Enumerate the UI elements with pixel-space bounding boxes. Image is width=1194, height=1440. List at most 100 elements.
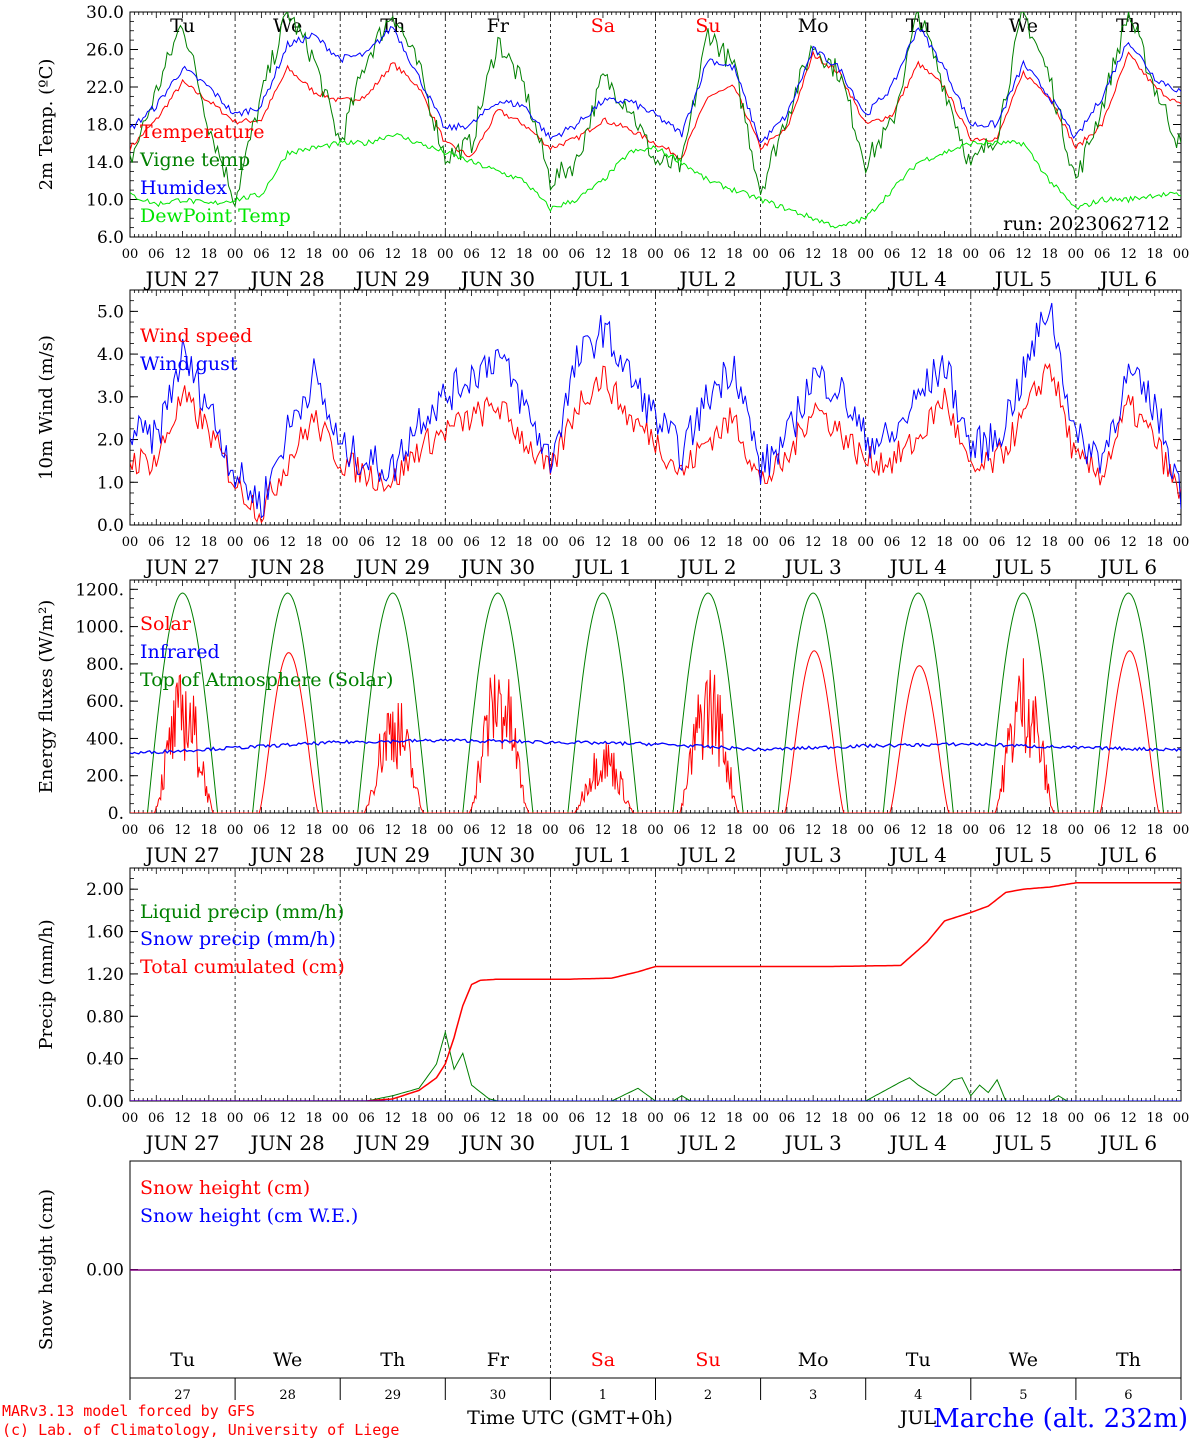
y-tick-label: 1200.: [75, 580, 124, 600]
day-name-label: We: [273, 1349, 302, 1371]
y-tick-label: 26.0: [86, 41, 124, 61]
hour-tick-label: 06: [463, 823, 480, 838]
day-name-label: Fr: [487, 15, 510, 37]
solar-line: [340, 702, 446, 813]
hour-tick-label: 06: [358, 1111, 375, 1126]
day-name-label: Fr: [487, 1349, 510, 1371]
hour-tick-label: 00: [647, 823, 664, 838]
date-label: JUL 3: [783, 843, 842, 867]
overlap-label: JUL: [898, 1407, 937, 1429]
hour-tick-label: 00: [227, 823, 244, 838]
hour-tick-label: 12: [384, 823, 401, 838]
hour-tick-label: 00: [437, 247, 454, 262]
toa-solar-arc: [130, 592, 236, 813]
hour-tick-label: 12: [279, 823, 296, 838]
solar-line: [970, 658, 1076, 813]
day-number-label: 2: [704, 1388, 712, 1403]
hour-tick-label: 18: [1041, 1111, 1058, 1126]
date-label: JUN 27: [143, 267, 219, 291]
date-label: JUL 6: [1098, 267, 1157, 291]
hour-tick-label: 12: [174, 535, 191, 550]
date-label: JUL 1: [572, 843, 631, 867]
hour-tick-label: 18: [411, 823, 428, 838]
series-line-total-cumulated-cm-: [130, 882, 1181, 1101]
y-tick-label: 1000.: [75, 618, 124, 638]
date-label: JUL 1: [572, 1131, 631, 1155]
hour-tick-label: 18: [1041, 247, 1058, 262]
y-tick-label: 10.0: [86, 191, 124, 211]
hour-tick-label: 00: [1068, 247, 1085, 262]
hour-tick-label: 18: [1041, 823, 1058, 838]
hour-tick-label: 18: [201, 535, 218, 550]
hour-tick-label: 00: [963, 247, 980, 262]
date-label: JUL 5: [993, 555, 1052, 579]
hour-tick-label: 12: [279, 535, 296, 550]
date-label: JUL 6: [1098, 1131, 1157, 1155]
hour-tick-label: 00: [542, 1111, 559, 1126]
panel-3: 0. 200. 400. 600. 800. 1000. 1200. Energy fluxe…: [36, 579, 1189, 867]
solar-line: [235, 652, 341, 813]
hour-tick-label: 06: [884, 247, 901, 262]
legend-entry: Top of Atmosphere (Solar): [140, 669, 393, 691]
hour-tick-label: 12: [700, 247, 717, 262]
hour-tick-label: 12: [384, 1111, 401, 1126]
hour-tick-label: 12: [805, 1111, 822, 1126]
hour-tick-label: 12: [595, 823, 612, 838]
date-label: JUL 3: [783, 555, 842, 579]
hour-tick-label: 18: [516, 823, 533, 838]
hour-tick-label: 00: [437, 823, 454, 838]
day-name-label: Su: [695, 1349, 720, 1371]
hour-tick-label: 06: [989, 247, 1006, 262]
hour-tick-label: 00: [227, 247, 244, 262]
hour-tick-label: 00: [1173, 247, 1190, 262]
hour-tick-label: 06: [358, 247, 375, 262]
station-label: Marche (alt. 232m): [933, 1404, 1188, 1434]
day-name-label: Sa: [591, 15, 615, 37]
hour-tick-label: 12: [490, 1111, 507, 1126]
legend-entry: Infrared: [140, 641, 220, 663]
day-name-label: We: [1009, 1349, 1038, 1371]
y-tick-label: 0.: [108, 804, 124, 824]
hour-tick-label: 00: [1068, 535, 1085, 550]
hour-tick-label: 06: [253, 535, 270, 550]
legend-entry: Temperature: [140, 121, 264, 143]
solar-line: [130, 674, 236, 813]
hour-tick-label: 06: [148, 535, 165, 550]
hour-tick-label: 06: [568, 247, 585, 262]
day-name-label: Su: [695, 15, 720, 37]
y-tick-label: 600.: [86, 692, 124, 712]
series-line-temperature: [130, 50, 1181, 160]
toa-solar-arc: [235, 592, 341, 813]
solar-line: [1075, 650, 1181, 813]
date-label: JUN 30: [459, 267, 535, 291]
infrared-line: [130, 738, 1181, 755]
hour-tick-label: 00: [542, 823, 559, 838]
legend-entry: Liquid precip (mm/h): [140, 901, 344, 923]
hour-tick-label: 00: [647, 1111, 664, 1126]
hour-tick-label: 18: [306, 1111, 323, 1126]
hour-tick-label: 06: [253, 247, 270, 262]
y-tick-label: 0.0: [97, 516, 124, 536]
hour-tick-label: 06: [884, 823, 901, 838]
date-label: JUN 28: [249, 843, 325, 867]
hour-tick-label: 06: [148, 823, 165, 838]
toa-solar-arc: [340, 592, 446, 813]
hour-tick-label: 06: [779, 535, 796, 550]
hour-tick-label: 12: [490, 823, 507, 838]
hour-tick-label: 18: [516, 247, 533, 262]
hour-tick-label: 18: [621, 823, 638, 838]
hour-tick-label: 06: [1094, 535, 1111, 550]
hour-tick-label: 18: [1146, 535, 1163, 550]
hour-tick-label: 18: [621, 247, 638, 262]
hour-tick-label: 06: [884, 1111, 901, 1126]
hour-tick-label: 00: [227, 535, 244, 550]
hour-tick-label: 06: [463, 535, 480, 550]
solar-line: [655, 669, 761, 813]
y-tick-label: 800.: [86, 655, 124, 675]
day-name-label: Mo: [798, 1349, 829, 1371]
hour-tick-label: 06: [989, 535, 1006, 550]
y-tick-label: 4.0: [97, 345, 124, 365]
hour-tick-label: 12: [805, 535, 822, 550]
hour-tick-label: 00: [963, 1111, 980, 1126]
day-name-label: Sa: [591, 1349, 615, 1371]
